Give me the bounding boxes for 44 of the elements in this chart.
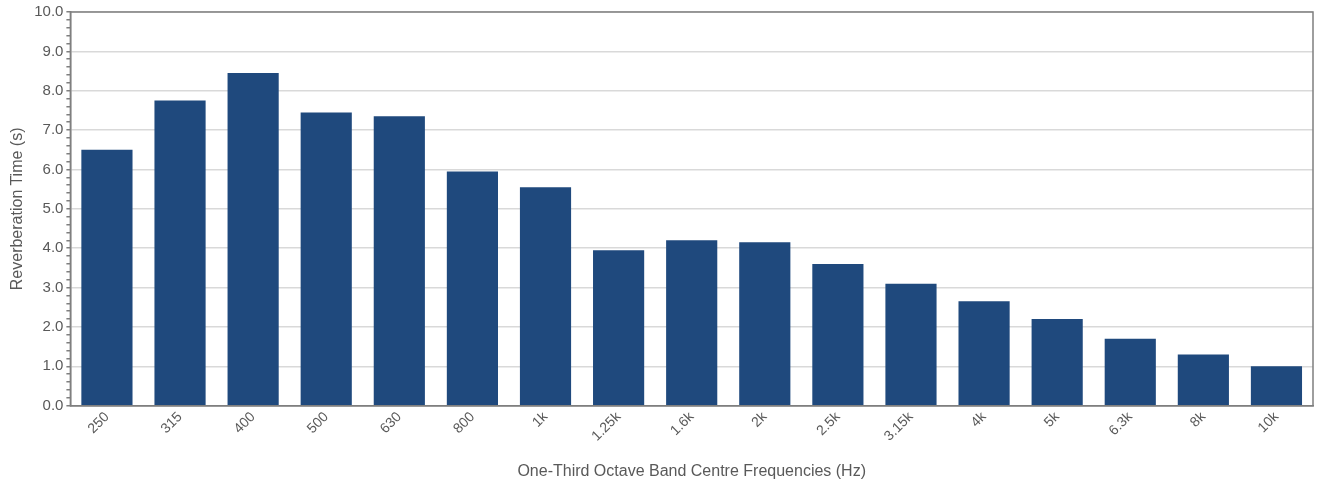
bar <box>519 187 572 405</box>
bar <box>958 301 1010 405</box>
x-tick-label: 800 <box>449 408 478 437</box>
x-axis-title: One-Third Octave Band Centre Frequencies (Hz) <box>517 461 866 479</box>
x-tick-label: 10k <box>1254 407 1283 436</box>
y-tick-label: 1.0 <box>42 356 64 374</box>
y-tick-label: 10.0 <box>34 2 64 20</box>
x-tick-label: 500 <box>303 408 332 437</box>
y-axis-title: Reverberation Time (s) <box>8 127 26 291</box>
x-tick-label: 250 <box>83 408 112 437</box>
y-tick-label: 6.0 <box>42 159 64 177</box>
x-tick-label: 1.6k <box>666 407 698 439</box>
x-tick-label: 5k <box>1040 407 1063 430</box>
bar <box>373 116 425 405</box>
x-tick-label: 2k <box>747 407 771 430</box>
y-tick-label: 7.0 <box>42 120 64 138</box>
bar <box>1250 366 1303 405</box>
y-tick-label: 4.0 <box>42 238 64 256</box>
y-tick-label: 0.0 <box>42 395 64 413</box>
x-tick-label: 6.3k <box>1105 407 1136 439</box>
bar <box>593 250 645 405</box>
bar <box>1104 338 1156 405</box>
bar <box>812 263 864 405</box>
y-tick-label: 8.0 <box>42 80 64 98</box>
x-tick-label: 400 <box>230 408 259 437</box>
x-tick-label: 8k <box>1186 407 1209 430</box>
x-tick-label: 1k <box>528 407 552 430</box>
y-tick-label: 9.0 <box>42 41 64 59</box>
x-tick-label: 630 <box>376 408 405 437</box>
bar <box>885 283 937 405</box>
y-tick-label: 3.0 <box>42 277 64 295</box>
x-tick-label: 4k <box>967 407 990 430</box>
bar <box>227 73 279 405</box>
bar <box>446 171 498 405</box>
bar <box>154 100 206 405</box>
bar <box>81 149 133 405</box>
bar <box>1177 354 1229 405</box>
bar <box>1031 319 1083 405</box>
bar <box>666 240 718 405</box>
bar <box>739 242 791 405</box>
bar <box>300 112 352 405</box>
x-tick-label: 315 <box>157 408 186 437</box>
y-tick-label: 2.0 <box>42 317 64 335</box>
y-tick-label: 5.0 <box>42 198 64 216</box>
